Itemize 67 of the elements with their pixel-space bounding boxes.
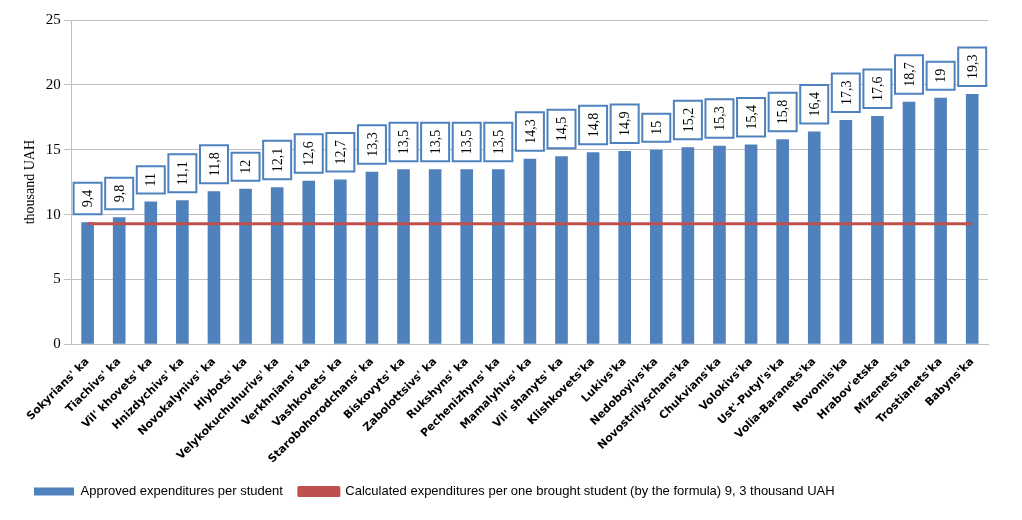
bar (270, 187, 284, 344)
data-label: 13,5 (396, 129, 412, 155)
y-tick-label: 15 (45, 140, 61, 157)
data-label: 15,4 (743, 105, 759, 130)
data-label: 15,2 (680, 107, 696, 133)
bar (207, 191, 221, 344)
bar (807, 131, 821, 344)
data-label: 9,4 (80, 189, 96, 208)
bar (965, 93, 979, 344)
bar (744, 144, 758, 344)
y-tick-label: 20 (45, 75, 61, 92)
data-label: 15,8 (775, 99, 791, 125)
data-label: 11,8 (206, 152, 222, 177)
data-label: 12,1 (269, 147, 285, 173)
y-tick-label: 5 (53, 270, 61, 287)
data-label: 16,4 (806, 92, 822, 117)
data-label: 15 (648, 120, 664, 135)
bar (934, 97, 947, 344)
data-label: 9,8 (111, 184, 127, 203)
data-label: 11 (143, 173, 159, 187)
bar (713, 145, 726, 344)
data-label: 13,5 (490, 129, 506, 155)
bar (428, 169, 442, 344)
y-tick-label: 0 (53, 335, 61, 352)
data-label: 14,9 (617, 111, 633, 137)
y-tick-label: 25 (45, 10, 61, 27)
bar (239, 188, 252, 344)
data-label: 13,5 (427, 129, 443, 155)
bar (776, 139, 789, 344)
bar (302, 180, 316, 344)
bar (839, 119, 853, 344)
data-label: 18,7 (901, 62, 917, 87)
bar (871, 115, 884, 344)
data-label: 14,5 (554, 116, 570, 142)
data-label: 19,3 (964, 54, 980, 79)
data-label: 14,3 (522, 119, 538, 144)
bar (681, 147, 695, 344)
data-label: 15,3 (712, 106, 728, 131)
data-label: 12,6 (301, 141, 317, 166)
bar (586, 152, 600, 344)
data-label: 19 (933, 68, 949, 83)
bar (81, 222, 94, 344)
y-tick-label: 10 (45, 205, 61, 222)
data-label: 12,7 (333, 140, 349, 165)
bar (112, 217, 126, 344)
data-label: 17,6 (870, 76, 886, 101)
bar (397, 169, 410, 344)
bar (460, 169, 474, 344)
bar (902, 101, 916, 344)
bar (365, 171, 379, 344)
legend-label: Approved expenditures per student (80, 483, 284, 499)
bar (144, 201, 158, 344)
data-label: 12 (238, 159, 254, 174)
data-label: 11,1 (175, 161, 191, 186)
data-label: 13,5 (459, 129, 475, 155)
legend-label: Calculated expenditures per one brought student (by the formula) 9, 3 thousand UAH (345, 483, 835, 499)
bar (618, 151, 631, 344)
bar (555, 156, 568, 344)
bar (649, 149, 663, 344)
data-label: 14,8 (585, 112, 601, 138)
bar (334, 179, 347, 344)
bar (491, 169, 505, 344)
bar (523, 158, 537, 344)
bar (176, 200, 189, 344)
y-axis-title: thousand UAH (22, 139, 38, 225)
data-label: 17,3 (838, 80, 854, 105)
data-label: 13,3 (364, 132, 380, 157)
